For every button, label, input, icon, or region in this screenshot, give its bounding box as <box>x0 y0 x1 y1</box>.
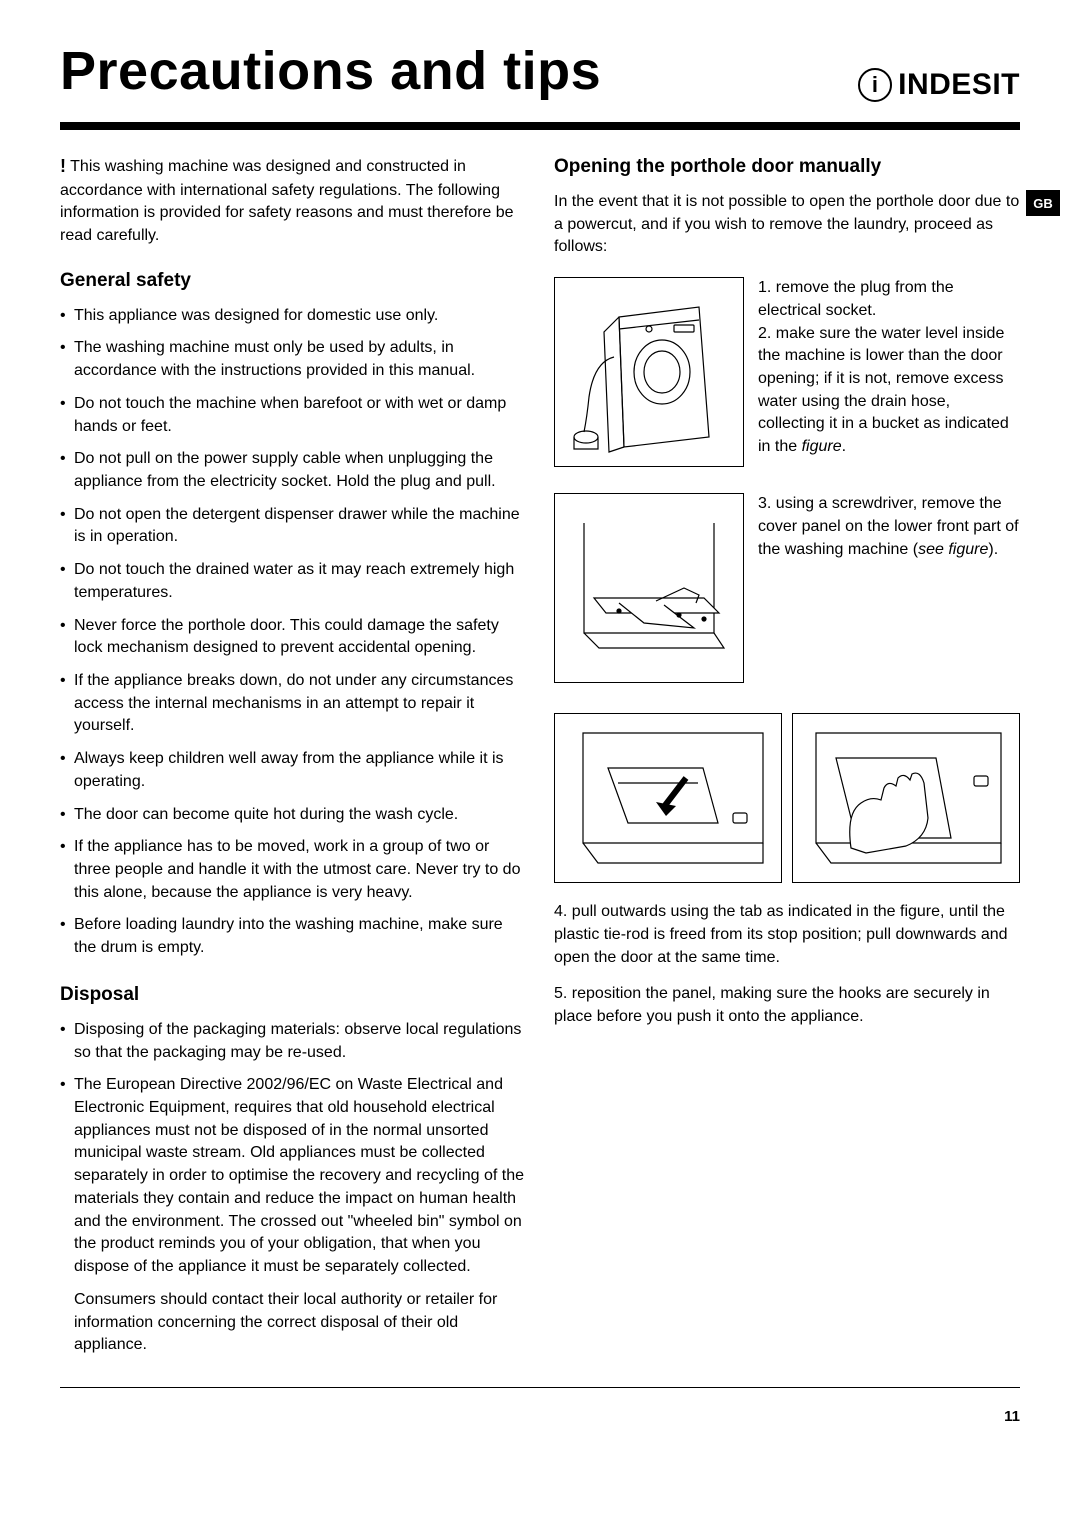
list-item: Do not open the detergent dispenser draw… <box>60 504 526 549</box>
warning-icon: ! <box>60 156 66 176</box>
page-number: 11 <box>60 1408 1020 1425</box>
disposal-heading: Disposal <box>60 982 526 1009</box>
language-tab: GB <box>1026 190 1060 216</box>
tab-pull-left-icon <box>568 718 768 878</box>
list-item: The European Directive 2002/96/EC on Was… <box>60 1074 526 1357</box>
page-title: Precautions and tips <box>60 40 601 102</box>
list-item: The door can become quite hot during the… <box>60 804 526 827</box>
footer-rule <box>60 1387 1020 1388</box>
list-item: Do not pull on the power supply cable wh… <box>60 448 526 493</box>
general-safety-list: This appliance was designed for domestic… <box>60 305 526 960</box>
step-5-text: 5. reposition the panel, making sure the… <box>554 983 1020 1028</box>
list-item: Never force the porthole door. This coul… <box>60 615 526 660</box>
list-item: Do not touch the machine when barefoot o… <box>60 393 526 438</box>
tab-pull-figure-left <box>554 713 782 883</box>
disposal-list: Disposing of the packaging materials: ob… <box>60 1019 526 1357</box>
list-item: If the appliance has to be moved, work i… <box>60 836 526 904</box>
list-item: This appliance was designed for domestic… <box>60 305 526 328</box>
right-column: Opening the porthole door manually In th… <box>554 154 1020 1367</box>
header-rule <box>60 122 1020 130</box>
panel-remove-icon <box>564 503 734 673</box>
opening-intro: In the event that it is not possible to … <box>554 191 1020 259</box>
list-item: Do not touch the drained water as it may… <box>60 559 526 604</box>
list-item: Always keep children well away from the … <box>60 748 526 793</box>
logo-i-icon: i <box>858 68 892 102</box>
opening-heading: Opening the porthole door manually <box>554 154 1020 181</box>
panel-figure <box>554 493 744 683</box>
tab-pull-figure-right <box>792 713 1020 883</box>
step-4-text: 4. pull outwards using the tab as indica… <box>554 901 1020 969</box>
step-3-text: 3. using a screwdriver, remove the cover… <box>758 493 1020 561</box>
intro-paragraph: ! This washing machine was designed and … <box>60 154 526 248</box>
left-column: ! This washing machine was designed and … <box>60 154 526 1367</box>
list-item: Before loading laundry into the washing … <box>60 914 526 959</box>
washer-icon <box>564 287 734 457</box>
step-12-text: 1. remove the plug from the electrical s… <box>758 277 1020 459</box>
brand-logo: i INDESIT <box>858 68 1020 102</box>
washer-figure <box>554 277 744 467</box>
brand-name: INDESIT <box>898 68 1020 102</box>
list-item: Disposing of the packaging materials: ob… <box>60 1019 526 1064</box>
list-item: The washing machine must only be used by… <box>60 337 526 382</box>
hand-pull-icon <box>806 718 1006 878</box>
disposal-contact: Consumers should contact their local aut… <box>74 1289 526 1357</box>
general-safety-heading: General safety <box>60 268 526 295</box>
list-item: If the appliance breaks down, do not und… <box>60 670 526 738</box>
